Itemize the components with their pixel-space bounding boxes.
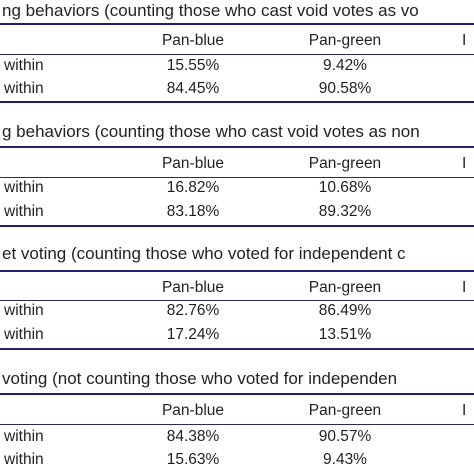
row-label: within — [4, 57, 44, 74]
cell-value: 15.55% — [166, 57, 220, 74]
row-label: within — [4, 428, 44, 445]
header-pan-green: Pan-green — [308, 155, 382, 172]
bottom-rule — [0, 348, 474, 350]
row-label: within — [4, 80, 44, 97]
header-rule — [0, 177, 474, 178]
top-rule — [0, 270, 474, 272]
cell-value: 90.57% — [318, 428, 372, 445]
cell-value: 17.24% — [166, 326, 220, 343]
cell-value: 84.38% — [166, 428, 220, 445]
cell-value: 9.43% — [323, 451, 367, 468]
panel-title: voting (not counting those who voted for… — [2, 369, 398, 388]
bottom-rule — [0, 101, 474, 103]
header-pan-green: Pan-green — [308, 32, 382, 49]
row-label: within — [4, 326, 44, 343]
cell-value: 15.63% — [166, 451, 220, 468]
header-pan-blue: Pan-blue — [161, 155, 225, 172]
header-pan-green: Pan-green — [308, 402, 382, 419]
row-label: within — [4, 451, 44, 468]
cell-value: 86.49% — [318, 302, 372, 319]
cell-value: 82.76% — [166, 302, 220, 319]
header-truncated: I — [462, 402, 467, 419]
panel-title: ng behaviors (counting those who cast vo… — [2, 1, 419, 20]
header-rule — [0, 54, 474, 55]
cell-value: 9.42% — [323, 57, 367, 74]
header-pan-blue: Pan-blue — [161, 402, 225, 419]
bottom-rule — [0, 225, 474, 227]
row-label: within — [4, 203, 44, 220]
header-pan-blue: Pan-blue — [161, 279, 225, 296]
cell-value: 90.58% — [318, 80, 372, 97]
cell-value: 83.18% — [166, 203, 220, 220]
row-label: within — [4, 179, 44, 196]
header-pan-blue: Pan-blue — [161, 32, 225, 49]
top-rule — [0, 393, 474, 395]
panel-title: g behaviors (counting those who cast voi… — [2, 122, 420, 141]
cell-value: 89.32% — [318, 203, 372, 220]
header-truncated: I — [462, 279, 467, 296]
cell-value: 16.82% — [166, 179, 220, 196]
header-rule — [0, 424, 474, 425]
panel-title: et voting (counting those who voted for … — [2, 244, 406, 263]
header-pan-green: Pan-green — [308, 279, 382, 296]
cell-value: 13.51% — [318, 326, 372, 343]
header-rule — [0, 300, 474, 301]
cell-value: 84.45% — [166, 80, 220, 97]
top-rule — [0, 146, 474, 148]
cell-value: 10.68% — [318, 179, 372, 196]
header-truncated: I — [462, 155, 467, 172]
top-rule — [0, 23, 474, 25]
row-label: within — [4, 302, 44, 319]
header-truncated: I — [462, 32, 467, 49]
